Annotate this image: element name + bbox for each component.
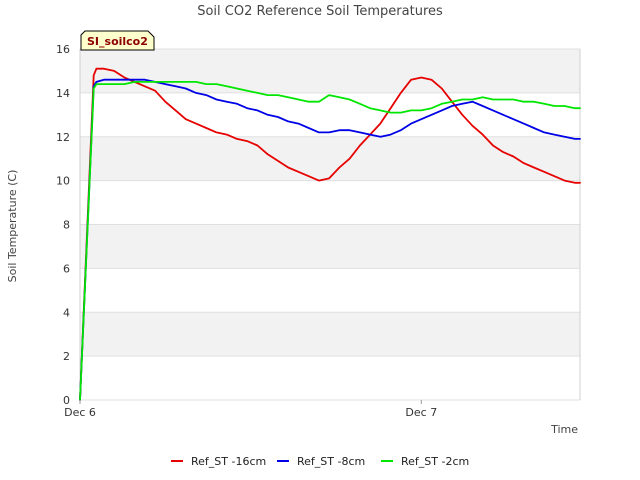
x-tick-labels: Dec 6 Dec 7 — [64, 400, 437, 419]
legend-entry-label: Ref_ST -8cm — [297, 455, 365, 468]
x-tick-label: Dec 6 — [64, 406, 96, 419]
grid-band — [80, 224, 580, 269]
y-tick-label: 4 — [63, 306, 70, 319]
grid-band — [80, 136, 580, 181]
series-lines — [79, 67, 581, 401]
y-tick-label: 0 — [63, 394, 70, 407]
legend: Ref_ST -16cm Ref_ST -8cm Ref_ST -2cm — [171, 455, 469, 468]
x-axis-label: Time — [550, 423, 578, 436]
y-tick-label: 6 — [63, 262, 70, 275]
site-label: SI_soilco2 — [87, 35, 148, 48]
grid-band — [80, 49, 580, 93]
legend-entry-label: Ref_ST -2cm — [401, 455, 469, 468]
y-tick-label: 16 — [56, 43, 70, 56]
grid-band — [80, 312, 580, 357]
y-tick-labels: 0 2 4 6 8 10 12 14 16 — [56, 43, 70, 407]
chart-title: Soil CO2 Reference Soil Temperatures — [197, 4, 443, 19]
grid-lines — [79, 48, 581, 401]
grid-bands — [80, 49, 580, 357]
x-tick-label: Dec 7 — [405, 406, 437, 419]
series-line — [79, 67, 581, 401]
y-tick-label: 8 — [63, 219, 70, 232]
legend-entry-label: Ref_ST -16cm — [191, 455, 266, 468]
y-tick-label: 2 — [63, 350, 70, 363]
y-tick-label: 10 — [56, 175, 70, 188]
y-axis-label: Soil Temperature (C) — [6, 170, 19, 283]
series-line — [79, 81, 581, 401]
y-tick-label: 12 — [56, 131, 70, 144]
site-label-shape — [80, 30, 155, 51]
site-label-box: SI_soilco2 — [80, 30, 155, 51]
y-tick-label: 14 — [56, 87, 70, 100]
